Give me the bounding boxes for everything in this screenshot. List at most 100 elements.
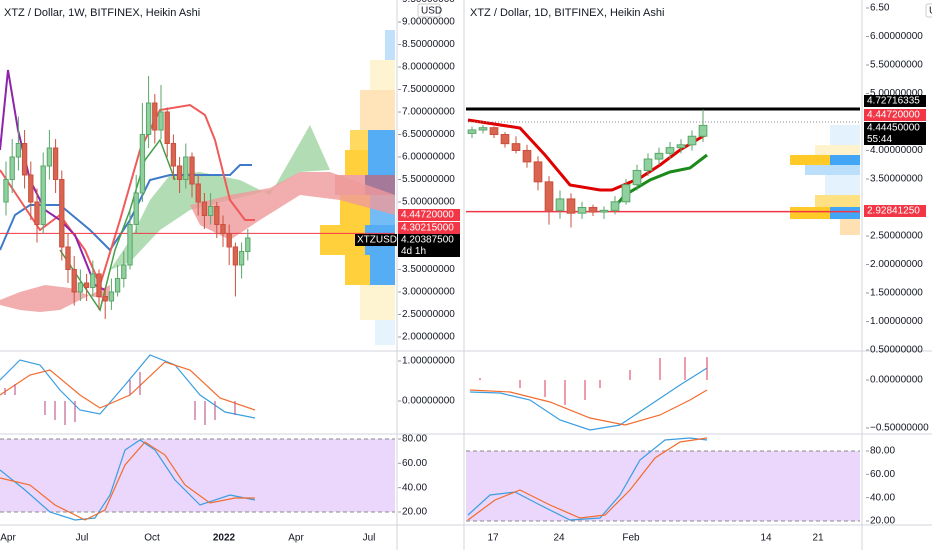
x-tick-label: Apr <box>288 533 304 544</box>
candle-body <box>133 192 139 225</box>
stoch-tick-label: 60.00 <box>870 469 895 480</box>
y-tick-label: 8.00000000 <box>402 62 455 73</box>
y-tick-label: 3.50000000 <box>402 264 455 275</box>
stoch-tick-label: 40.00 <box>402 482 427 493</box>
countdown-tag <box>398 246 460 257</box>
candle-body <box>139 134 146 194</box>
stoch-line <box>467 437 708 521</box>
y-tick-label: 9.00000000 <box>402 17 455 28</box>
y-tick-label: 6.00000000 <box>870 31 923 42</box>
y-tick-label: 9.50000000 <box>402 0 455 5</box>
stoch-tick-label: 80.00 <box>402 434 427 445</box>
countdown-tag <box>864 134 926 145</box>
macd-right <box>469 357 708 431</box>
x-tick-label: 17 <box>487 533 499 544</box>
stoch-tick-label: 20.00 <box>402 507 427 518</box>
candle-body <box>40 165 46 225</box>
x-tick-label: 21 <box>812 533 824 544</box>
candle-body <box>207 205 214 216</box>
candle-body <box>183 156 189 180</box>
candle-body <box>170 143 177 167</box>
candle-body <box>232 246 239 266</box>
price-tag <box>864 205 926 217</box>
candle-body <box>21 143 28 176</box>
candle-body <box>158 111 164 131</box>
price-tag <box>864 95 926 107</box>
y-tick-label: 6.50000000 <box>402 129 455 140</box>
candle-body <box>15 143 22 158</box>
x-tick-label: Jul <box>363 533 376 544</box>
candle-body <box>34 201 40 225</box>
macd-tick-label: 0.00000000 <box>870 375 923 386</box>
y-tick-label: 5.50000000 <box>870 60 923 71</box>
candle-body <box>152 102 158 131</box>
candle-body <box>77 282 84 293</box>
y-tick-label: 7.50000000 <box>402 84 455 95</box>
price-tag <box>864 109 926 121</box>
price-tag <box>864 122 926 134</box>
candle-body <box>164 111 170 145</box>
candle-body <box>610 201 620 211</box>
candle-body <box>71 268 77 293</box>
candle-body <box>46 147 53 167</box>
price-tag-label: 4.44720000 <box>401 210 454 221</box>
candle-body <box>108 291 115 302</box>
candle-body <box>245 237 251 252</box>
candle-body <box>90 273 96 288</box>
candle-body <box>511 143 521 151</box>
candle-body <box>588 206 598 213</box>
stoch-line <box>0 441 255 521</box>
symbol-tag <box>355 234 397 246</box>
stoch-line <box>467 437 708 521</box>
candle-body <box>500 134 510 145</box>
candle-body <box>102 295 108 302</box>
candles <box>467 109 708 228</box>
x-tick-label: Feb <box>622 533 640 544</box>
candle-body <box>9 156 15 180</box>
candle-body <box>28 174 34 203</box>
candle-body <box>96 273 102 297</box>
price-tag-label: 4.44450000 <box>867 123 920 134</box>
y-tick-label: 3.00000000 <box>402 287 455 298</box>
candle-body <box>643 158 653 171</box>
candle-body <box>52 147 59 180</box>
currency: USD <box>929 6 932 17</box>
stoch-tick-label: 20.00 <box>870 516 895 527</box>
countdown-label: 4d 1h <box>401 246 426 257</box>
candle-body <box>226 232 232 248</box>
price-tag-label: 4.44720000 <box>867 110 920 121</box>
y-tick-label: 0.50000000 <box>870 345 923 356</box>
stoch-lines <box>0 437 708 521</box>
price-tag-label: 4.20387500 <box>401 235 454 246</box>
x-tick-label: Apr <box>0 533 16 544</box>
candle-body <box>65 246 71 270</box>
price-tag-label: 4.30215000 <box>401 223 454 234</box>
y-tick-label: 6.50 <box>870 3 890 14</box>
candle-body <box>698 124 708 137</box>
stoch-tick-label: 60.00 <box>402 458 427 469</box>
candle-body <box>195 183 201 203</box>
candle-body <box>489 127 499 136</box>
countdown-label: 55:44 <box>867 134 892 145</box>
stoch-band <box>466 451 860 521</box>
macd-tick-label: −0.50000000 <box>870 423 929 434</box>
candle-body <box>621 184 631 203</box>
candle-body <box>59 178 65 248</box>
volume-profile-right <box>790 125 860 235</box>
candle-body <box>214 205 220 225</box>
currency-box <box>417 3 441 18</box>
candle-body <box>238 250 245 266</box>
candle-body <box>114 277 121 293</box>
macd-tick-label: 0.00000000 <box>402 396 455 407</box>
macd-tick-label: 1.00000000 <box>402 356 455 367</box>
price-tag-label: 2.92841250 <box>867 206 920 217</box>
stoch-tick-label: 40.00 <box>870 492 895 503</box>
y-tick-label: 5.00000000 <box>402 197 455 208</box>
candle-body <box>3 178 9 203</box>
stoch-tick-label: 80.00 <box>870 446 895 457</box>
candle-body <box>127 223 133 266</box>
x-tick-label: 14 <box>760 533 772 544</box>
candle-body <box>533 161 543 183</box>
